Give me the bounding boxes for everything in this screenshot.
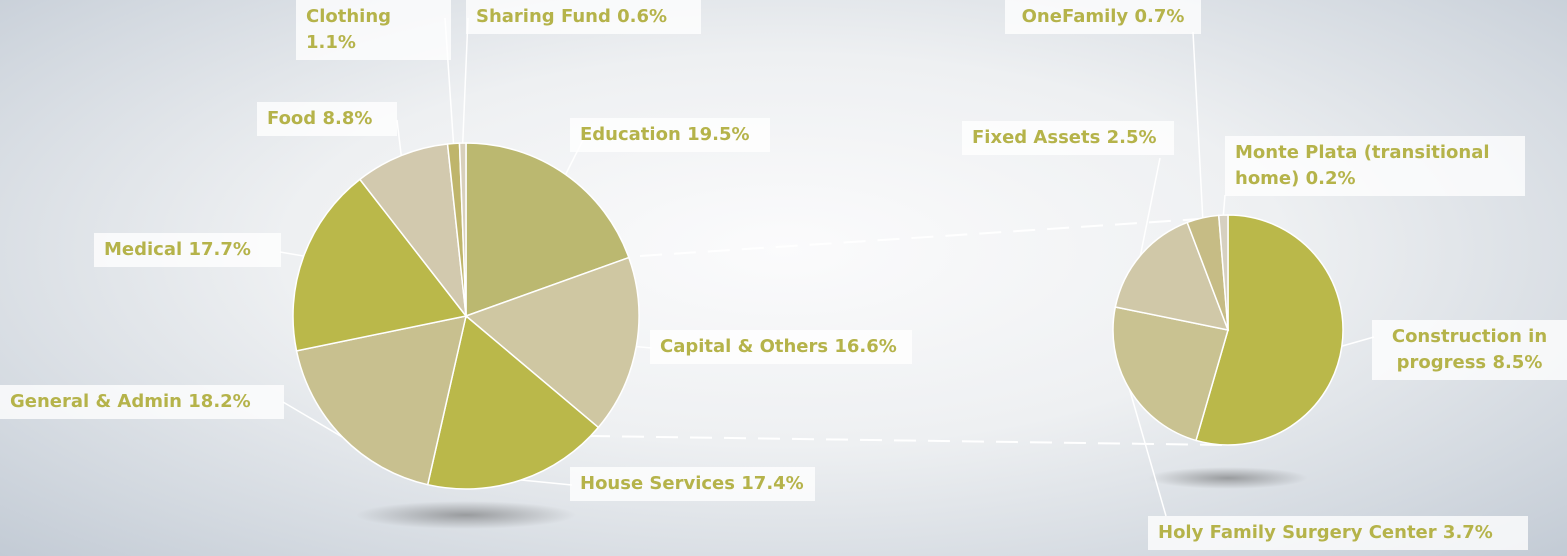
shadow <box>1148 467 1308 489</box>
data-label: House Services 17.4% <box>570 467 815 501</box>
leader-line <box>1222 194 1226 216</box>
category-name: Clothing <box>306 6 392 27</box>
value-label: 16.6% <box>834 336 897 357</box>
leader-line <box>279 251 304 257</box>
pie-slice <box>464 256 640 429</box>
data-label: General & Admin 18.2% <box>0 385 284 419</box>
value-label: 17.4% <box>741 473 804 494</box>
category-name: Construction in progress <box>1391 326 1548 373</box>
pie-slice <box>292 178 468 352</box>
category-name: Monte Plata (transitional home) <box>1235 142 1490 189</box>
pie-slice <box>1195 214 1344 446</box>
leader-line <box>396 119 402 156</box>
pie-slice <box>465 142 630 318</box>
pie-slice <box>295 315 467 486</box>
data-label: Clothing 1.1% <box>296 0 451 60</box>
category-name: Capital & Others <box>660 336 829 357</box>
shadow <box>356 501 576 529</box>
value-label: 2.5% <box>1106 127 1157 148</box>
category-name: Sharing Fund <box>476 6 611 27</box>
leader-line <box>636 345 653 349</box>
data-label: Fixed Assets 2.5% <box>962 121 1174 155</box>
category-name: Fixed Assets <box>972 127 1101 148</box>
leader-line <box>1192 31 1204 218</box>
leader-line <box>1139 157 1161 256</box>
data-label: Capital & Others 16.6% <box>650 330 912 364</box>
category-name: House Services <box>580 473 735 494</box>
category-name: General & Admin <box>10 391 182 412</box>
leader-line <box>282 401 343 438</box>
value-label: 0.6% <box>617 6 668 27</box>
value-label: 0.2% <box>1305 168 1356 189</box>
value-label: 1.1% <box>306 32 356 53</box>
leader-line <box>1128 389 1167 517</box>
pie-slice <box>358 143 468 319</box>
category-name: Education <box>580 124 681 145</box>
value-label: 3.7% <box>1442 522 1493 543</box>
leader-line <box>461 17 469 144</box>
leader-line <box>520 479 573 486</box>
data-label: Monte Plata (transitional home) 0.2% <box>1225 136 1525 196</box>
connector <box>639 217 1216 257</box>
data-label: Education 19.5% <box>570 118 770 152</box>
data-label: Sharing Fund 0.6% <box>466 0 701 34</box>
category-name: OneFamily <box>1021 6 1129 27</box>
data-label: Food 8.8% <box>257 102 397 136</box>
pie-slice <box>1114 221 1230 332</box>
connector <box>587 435 1226 446</box>
value-label: 8.5% <box>1492 352 1543 373</box>
leader-line <box>1341 336 1375 347</box>
value-label: 19.5% <box>687 124 750 145</box>
data-label: Holy Family Surgery Center 3.7% <box>1148 516 1528 550</box>
category-name: Holy Family Surgery Center <box>1158 522 1437 543</box>
data-label: OneFamily 0.7% <box>1005 0 1201 34</box>
value-label: 18.2% <box>188 391 251 412</box>
data-label: Construction in progress 8.5% <box>1372 320 1567 380</box>
category-name: Food <box>267 108 317 129</box>
data-label: Medical 17.7% <box>94 233 281 267</box>
value-label: 0.7% <box>1134 6 1185 27</box>
category-name: Medical <box>104 239 183 260</box>
value-label: 17.7% <box>188 239 251 260</box>
value-label: 8.8% <box>322 108 373 129</box>
